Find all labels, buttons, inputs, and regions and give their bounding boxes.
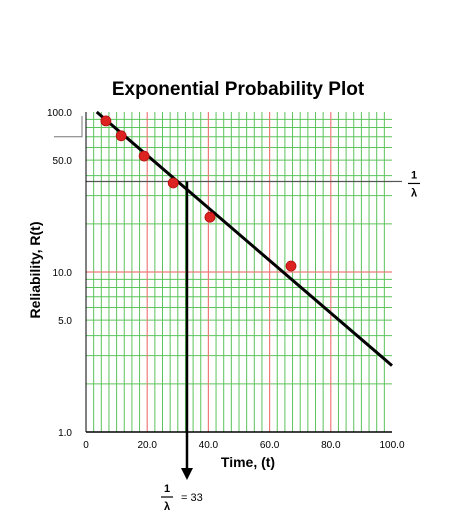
data-point	[115, 130, 127, 142]
bottom-label-value: = 33	[181, 492, 203, 504]
data-point	[100, 115, 112, 127]
fit-line-group	[95, 110, 393, 367]
bottom-label-numerator: 1	[164, 483, 170, 495]
plot-frame	[85, 112, 392, 433]
data-point	[285, 260, 297, 272]
data-points	[100, 115, 297, 272]
y-tick-label: 5.0	[58, 316, 72, 327]
annotations: 1 λ 1 λ = 33	[86, 169, 420, 513]
fit-line	[95, 110, 393, 367]
data-point	[204, 211, 216, 223]
right-label-numerator: 1	[411, 169, 417, 181]
x-axis-label: Time, (t)	[221, 454, 275, 470]
y-tick-label: 1.0	[58, 428, 72, 439]
y-axis-label: Reliability, R(t)	[27, 222, 43, 319]
x-tick-label: 40.0	[199, 440, 219, 451]
right-label-denominator: λ	[411, 187, 417, 199]
x-tick-label: 20.0	[137, 440, 157, 451]
x-tick-label: 80.0	[321, 440, 341, 451]
x-tick-label: 100.0	[379, 440, 404, 451]
y-tick-label: 100.0	[47, 108, 72, 119]
x-tick-label: 60.0	[260, 440, 280, 451]
reference-time-arrowhead	[180, 468, 193, 480]
y-tick-label: 10.0	[53, 268, 73, 279]
data-point	[138, 150, 150, 162]
plot-grid	[86, 112, 392, 432]
tick-labels: 0 20.0 40.0 60.0 80.0 100.0 1.0 5.0 10.0 50.0 100.…	[47, 108, 405, 451]
x-tick-label: 0	[83, 440, 89, 451]
bottom-label-denominator: λ	[164, 501, 170, 513]
y-tick-label: 50.0	[53, 156, 73, 167]
y-axis-bracket	[54, 116, 83, 138]
chart-title: Exponential Probability Plot	[112, 79, 365, 100]
data-point	[167, 177, 179, 189]
